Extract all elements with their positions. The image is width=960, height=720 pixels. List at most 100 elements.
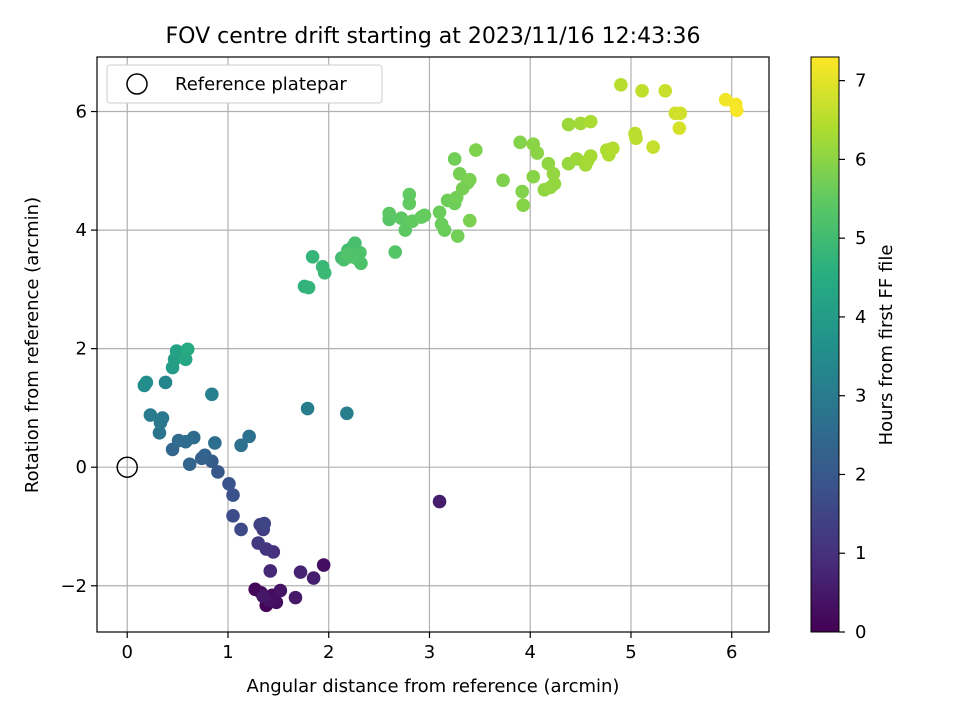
- data-point: [450, 229, 465, 243]
- chart-title: FOV centre drift starting at 2023/11/16 …: [166, 24, 701, 49]
- colorbar-tick-label: 1: [855, 543, 866, 564]
- data-point: [152, 426, 167, 440]
- data-point: [178, 434, 193, 449]
- colorbar-tick-label: 6: [855, 149, 866, 170]
- data-point: [546, 166, 561, 181]
- data-point: [317, 265, 332, 280]
- data-point: [293, 565, 308, 579]
- colorbar-tick-label: 7: [855, 71, 866, 92]
- data-point: [541, 156, 556, 171]
- data-point: [437, 223, 452, 237]
- legend-marker-reference: [126, 73, 148, 95]
- data-point: [718, 92, 733, 107]
- data-point: [316, 558, 331, 572]
- legend: Reference platepar: [106, 64, 383, 104]
- colorbar-tick-label: 2: [855, 464, 866, 485]
- data-point: [234, 438, 248, 453]
- data-point: [222, 477, 236, 491]
- data-point: [198, 448, 212, 463]
- data-point: [530, 146, 545, 160]
- data-point: [402, 187, 417, 202]
- data-point: [469, 143, 483, 157]
- data-point: [658, 83, 673, 98]
- data-point: [155, 411, 170, 425]
- data-point: [729, 103, 744, 118]
- data-point: [614, 78, 628, 92]
- data-point: [646, 140, 660, 154]
- data-point: [158, 375, 173, 390]
- x-tick-label: 4: [524, 642, 535, 663]
- data-point: [447, 152, 462, 166]
- y-axis-label: Rotation from reference (arcmin): [22, 197, 43, 493]
- data-point: [257, 516, 272, 531]
- data-point: [462, 172, 477, 187]
- y-tick-label: 0: [76, 457, 87, 478]
- y-tick-label: 6: [76, 102, 87, 123]
- data-point: [178, 352, 193, 367]
- data-point: [301, 280, 316, 295]
- data-point: [182, 457, 197, 472]
- data-point: [251, 536, 265, 550]
- data-point: [452, 166, 467, 181]
- data-point: [306, 571, 321, 585]
- data-point: [561, 117, 576, 132]
- x-tick-label: 2: [323, 642, 334, 663]
- data-point: [394, 211, 409, 226]
- data-points: [116, 78, 744, 613]
- plot-frame: [96, 56, 770, 633]
- data-point: [496, 173, 510, 188]
- data-point: [417, 208, 432, 223]
- data-point: [169, 344, 184, 358]
- data-point: [234, 522, 248, 537]
- data-point: [672, 121, 687, 135]
- grid: [97, 57, 769, 632]
- data-point: [341, 247, 355, 261]
- y-tick-label: −2: [60, 576, 87, 597]
- x-tick-label: 6: [726, 642, 737, 663]
- data-point: [226, 509, 240, 523]
- data-point: [208, 436, 222, 450]
- data-point: [547, 177, 562, 191]
- data-point: [583, 149, 598, 163]
- data-point: [288, 590, 303, 605]
- data-point: [256, 589, 271, 604]
- x-tick-label: 1: [222, 642, 233, 663]
- legend-label-reference: Reference platepar: [175, 74, 347, 95]
- colorbar: 0 1 2 3 4 5 6 7: [810, 56, 866, 643]
- colorbar-gradient: [810, 56, 840, 633]
- data-point: [211, 465, 225, 479]
- data-point: [573, 116, 588, 131]
- data-point: [226, 488, 240, 502]
- data-point: [462, 213, 477, 228]
- data-point: [205, 387, 219, 402]
- data-point: [432, 205, 447, 220]
- colorbar-label: Hours from first FF file: [876, 245, 897, 446]
- data-point: [273, 583, 288, 598]
- data-point: [513, 135, 527, 150]
- data-point: [139, 375, 154, 390]
- x-axis-label: Angular distance from reference (arcmin): [247, 676, 620, 697]
- data-point: [263, 564, 278, 578]
- data-point: [516, 198, 530, 212]
- data-point: [635, 83, 649, 98]
- colorbar-tick-label: 0: [855, 622, 866, 643]
- data-point: [143, 408, 158, 422]
- x-tick-label: 0: [121, 642, 132, 663]
- colorbar-tick-label: 5: [855, 228, 866, 249]
- y-tick-label: 4: [76, 220, 87, 241]
- colorbar-tick-label: 3: [855, 386, 866, 407]
- colorbar-tick-label: 4: [855, 307, 866, 328]
- data-point: [432, 494, 447, 509]
- data-point: [673, 106, 688, 121]
- data-point: [305, 249, 320, 264]
- data-point: [382, 206, 396, 221]
- reference-platepar-marker: [116, 456, 138, 478]
- data-point: [583, 114, 598, 129]
- data-point: [242, 429, 256, 444]
- data-point: [606, 141, 620, 156]
- data-point: [515, 184, 529, 199]
- data-point: [180, 342, 195, 357]
- x-tick-label: 3: [424, 642, 435, 663]
- y-tick-label: 2: [76, 339, 87, 360]
